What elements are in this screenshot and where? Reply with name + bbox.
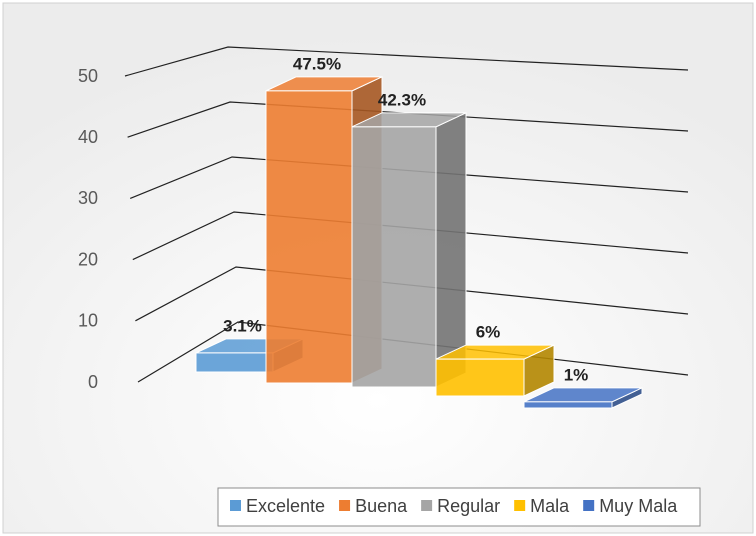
legend-swatch (514, 500, 526, 511)
grid-line (135, 266, 689, 322)
bar (195, 352, 274, 373)
bar (351, 126, 437, 388)
grid-line (132, 211, 689, 261)
legend-swatch (583, 500, 595, 511)
grid-line (127, 101, 689, 138)
data-label: 47.5% (293, 54, 341, 73)
y-tick-label: 20 (78, 249, 98, 269)
legend-label: Muy Mala (599, 496, 678, 516)
legend-swatch (339, 500, 351, 511)
bar (265, 90, 353, 384)
y-tick-label: 40 (78, 127, 98, 147)
legend-swatch (421, 500, 433, 511)
legend-label: Excelente (246, 496, 325, 516)
y-tick-label: 30 (78, 188, 98, 208)
bar (523, 401, 613, 409)
grid-line (124, 46, 689, 77)
legend-label: Regular (437, 496, 500, 516)
data-label: 3.1% (223, 316, 262, 335)
grid-line (129, 156, 689, 199)
data-label: 1% (564, 365, 589, 384)
data-label: 6% (476, 323, 501, 342)
y-tick-label: 10 (78, 311, 98, 331)
legend-swatch (230, 500, 241, 511)
bar-side (435, 112, 467, 388)
y-tick-label: 0 (88, 372, 98, 392)
bar (435, 358, 525, 397)
data-label: 42.3% (378, 90, 426, 109)
y-tick-label: 50 (78, 66, 98, 86)
legend-label: Buena (355, 496, 408, 516)
legend-box (217, 487, 701, 527)
legend-label: Mala (530, 496, 570, 516)
